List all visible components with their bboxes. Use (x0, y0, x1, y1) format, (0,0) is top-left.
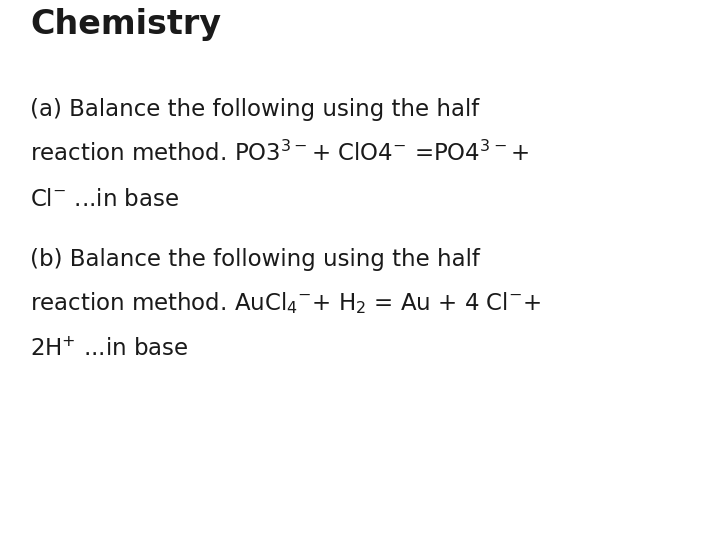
Text: Chemistry: Chemistry (30, 8, 221, 41)
Text: 2H$^{+}$ ...in base: 2H$^{+}$ ...in base (30, 338, 189, 361)
Text: (a) Balance the following using the half: (a) Balance the following using the half (30, 98, 480, 121)
Text: Cl$^{-}$ ...in base: Cl$^{-}$ ...in base (30, 188, 179, 211)
Text: (b) Balance the following using the half: (b) Balance the following using the half (30, 248, 480, 271)
Text: reaction method. AuCl$_4$$^{-}$+ H$_2$ = Au + 4 Cl$^{-}$+: reaction method. AuCl$_4$$^{-}$+ H$_2$ =… (30, 290, 541, 316)
Text: reaction method. PO3$^{3-}$+ ClO4$^{-}$ =PO4$^{3-}$+: reaction method. PO3$^{3-}$+ ClO4$^{-}$ … (30, 141, 529, 166)
